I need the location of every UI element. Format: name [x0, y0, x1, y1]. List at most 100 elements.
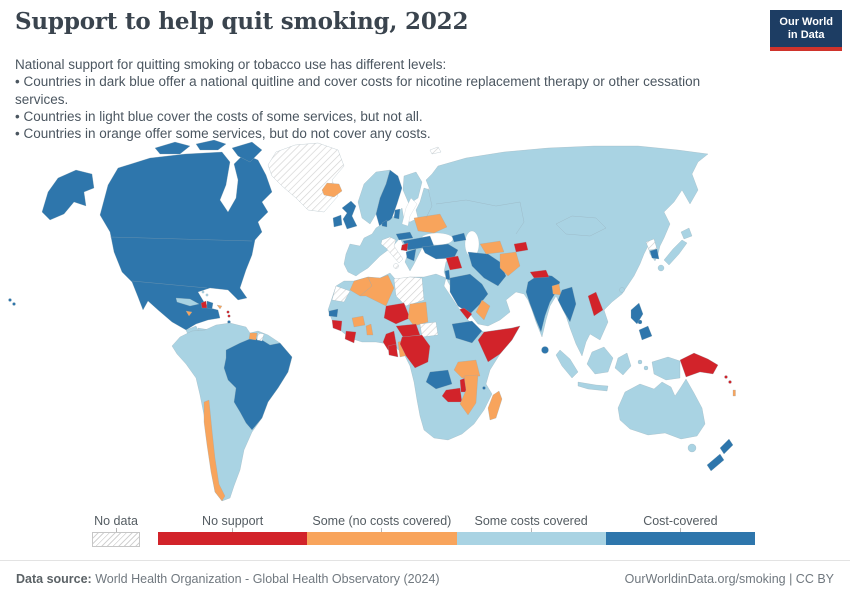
- region-papua-new-guinea[interactable]: [679, 352, 719, 378]
- region-new-zealand-north[interactable]: [719, 438, 734, 455]
- region-java[interactable]: [577, 381, 609, 392]
- region-jamaica[interactable]: [185, 310, 193, 317]
- region-baffin-island[interactable]: [231, 141, 263, 163]
- legend-swatch-no-data[interactable]: [92, 532, 140, 547]
- region-benin[interactable]: [365, 323, 374, 336]
- region-brazil[interactable]: [223, 337, 293, 431]
- region-hawaii-2[interactable]: [12, 302, 16, 306]
- region-philippines-luzon[interactable]: [630, 302, 644, 325]
- region-czechia-slovakia[interactable]: [395, 231, 414, 241]
- region-somalia[interactable]: [477, 325, 521, 363]
- region-lesser-antilles-1[interactable]: [226, 310, 230, 314]
- region-nepal[interactable]: [529, 269, 550, 279]
- region-bahamas-2[interactable]: [205, 293, 209, 297]
- owid-logo[interactable]: Our World in Data: [770, 10, 842, 52]
- region-madagascar[interactable]: [487, 390, 503, 421]
- region-sicily[interactable]: [393, 263, 399, 269]
- region-sumatra[interactable]: [555, 349, 579, 379]
- region-new-zealand-south[interactable]: [706, 453, 725, 472]
- data-source: Data source: World Health Organization -…: [16, 572, 440, 586]
- region-mozambique[interactable]: [459, 374, 479, 416]
- region-afghanistan[interactable]: [499, 251, 521, 277]
- region-greenland[interactable]: [267, 142, 345, 213]
- region-western-sahara[interactable]: [331, 285, 351, 303]
- world-map: [0, 139, 850, 515]
- region-united-kingdom[interactable]: [341, 200, 358, 230]
- region-arctic-island-1[interactable]: [154, 141, 191, 155]
- region-laos[interactable]: [587, 291, 604, 317]
- region-philippines-mindanao[interactable]: [638, 325, 653, 341]
- region-lesser-antilles-2[interactable]: [227, 314, 231, 318]
- owid-credit-link[interactable]: OurWorldinData.org/smoking | CC BY: [624, 572, 834, 586]
- region-serbia[interactable]: [400, 242, 409, 252]
- region-west-papua[interactable]: [651, 356, 681, 381]
- region-french-guiana[interactable]: [256, 332, 265, 342]
- region-moluccas-2[interactable]: [643, 365, 649, 371]
- data-source-text: World Health Organization - Global Healt…: [95, 572, 440, 586]
- region-sulawesi[interactable]: [614, 352, 632, 376]
- region-arctic-island-2[interactable]: [195, 139, 227, 151]
- region-puerto-rico[interactable]: [216, 304, 223, 310]
- region-solomon-islands-1[interactable]: [724, 375, 728, 379]
- region-alaska[interactable]: [41, 169, 95, 221]
- region-zambia[interactable]: [425, 369, 453, 390]
- region-cuba[interactable]: [175, 297, 200, 307]
- legend-swatch-some-costs[interactable]: [456, 532, 606, 545]
- region-chile[interactable]: [203, 399, 226, 502]
- region-bahamas-1[interactable]: [201, 290, 205, 294]
- region-philippines-visayas[interactable]: [637, 319, 643, 325]
- region-india[interactable]: [525, 273, 561, 333]
- region-solomon-islands-2[interactable]: [728, 380, 732, 384]
- region-borneo[interactable]: [586, 346, 614, 375]
- region-greece[interactable]: [405, 248, 417, 262]
- region-zimbabwe[interactable]: [441, 387, 463, 403]
- region-guinea-sierra-leone[interactable]: [331, 319, 343, 332]
- region-taiwan[interactable]: [619, 287, 625, 293]
- region-comoros[interactable]: [482, 386, 486, 390]
- region-ethiopia[interactable]: [451, 320, 483, 344]
- region-cote-divoire[interactable]: [344, 330, 357, 344]
- region-myanmar[interactable]: [557, 286, 577, 323]
- legend-swatch-cost-covered[interactable]: [605, 532, 755, 545]
- region-denmark[interactable]: [393, 208, 401, 220]
- region-vanuatu[interactable]: [732, 389, 736, 397]
- region-netherlands[interactable]: [381, 219, 388, 228]
- map-legend: No data No support Some (no costs covere…: [0, 514, 850, 556]
- region-senegal[interactable]: [328, 308, 339, 318]
- region-burkina-faso[interactable]: [351, 315, 366, 328]
- region-japan-kyushu[interactable]: [657, 264, 665, 272]
- region-dominican-republic[interactable]: [206, 300, 214, 310]
- region-iran[interactable]: [467, 251, 507, 287]
- region-japan-hokkaido[interactable]: [680, 227, 693, 240]
- region-niger[interactable]: [383, 302, 411, 325]
- region-svalbard[interactable]: [429, 146, 442, 155]
- region-south-sudan[interactable]: [419, 321, 439, 338]
- region-gabon[interactable]: [387, 343, 399, 358]
- region-finland[interactable]: [402, 171, 423, 205]
- region-turkmenistan[interactable]: [479, 240, 505, 255]
- chart-subtitle: National support for quitting smoking or…: [15, 56, 725, 142]
- legend-label-no-support: No support: [202, 514, 264, 528]
- region-ukraine[interactable]: [413, 213, 448, 234]
- region-sri-lanka[interactable]: [541, 346, 549, 354]
- region-caucasus[interactable]: [451, 232, 467, 243]
- region-moluccas-1[interactable]: [637, 359, 643, 365]
- region-north-america[interactable]: [99, 151, 273, 331]
- legend-swatch-some-no-costs[interactable]: [307, 532, 457, 545]
- region-hawaii-1[interactable]: [8, 298, 12, 302]
- region-italy[interactable]: [380, 236, 404, 264]
- region-japan-honshu[interactable]: [663, 239, 688, 266]
- region-suriname[interactable]: [248, 332, 258, 341]
- region-libya[interactable]: [393, 276, 425, 307]
- region-oman[interactable]: [475, 299, 491, 321]
- region-tasmania[interactable]: [687, 443, 697, 453]
- legend-swatch-no-support[interactable]: [158, 532, 308, 545]
- region-tajikistan[interactable]: [513, 241, 529, 253]
- region-syria[interactable]: [445, 255, 463, 271]
- region-australia[interactable]: [617, 378, 706, 440]
- region-dr-congo[interactable]: [399, 334, 431, 369]
- region-ireland[interactable]: [332, 214, 343, 228]
- region-south-korea[interactable]: [649, 248, 660, 260]
- legend-label-no-data: No data: [94, 514, 138, 528]
- region-iceland[interactable]: [321, 182, 343, 198]
